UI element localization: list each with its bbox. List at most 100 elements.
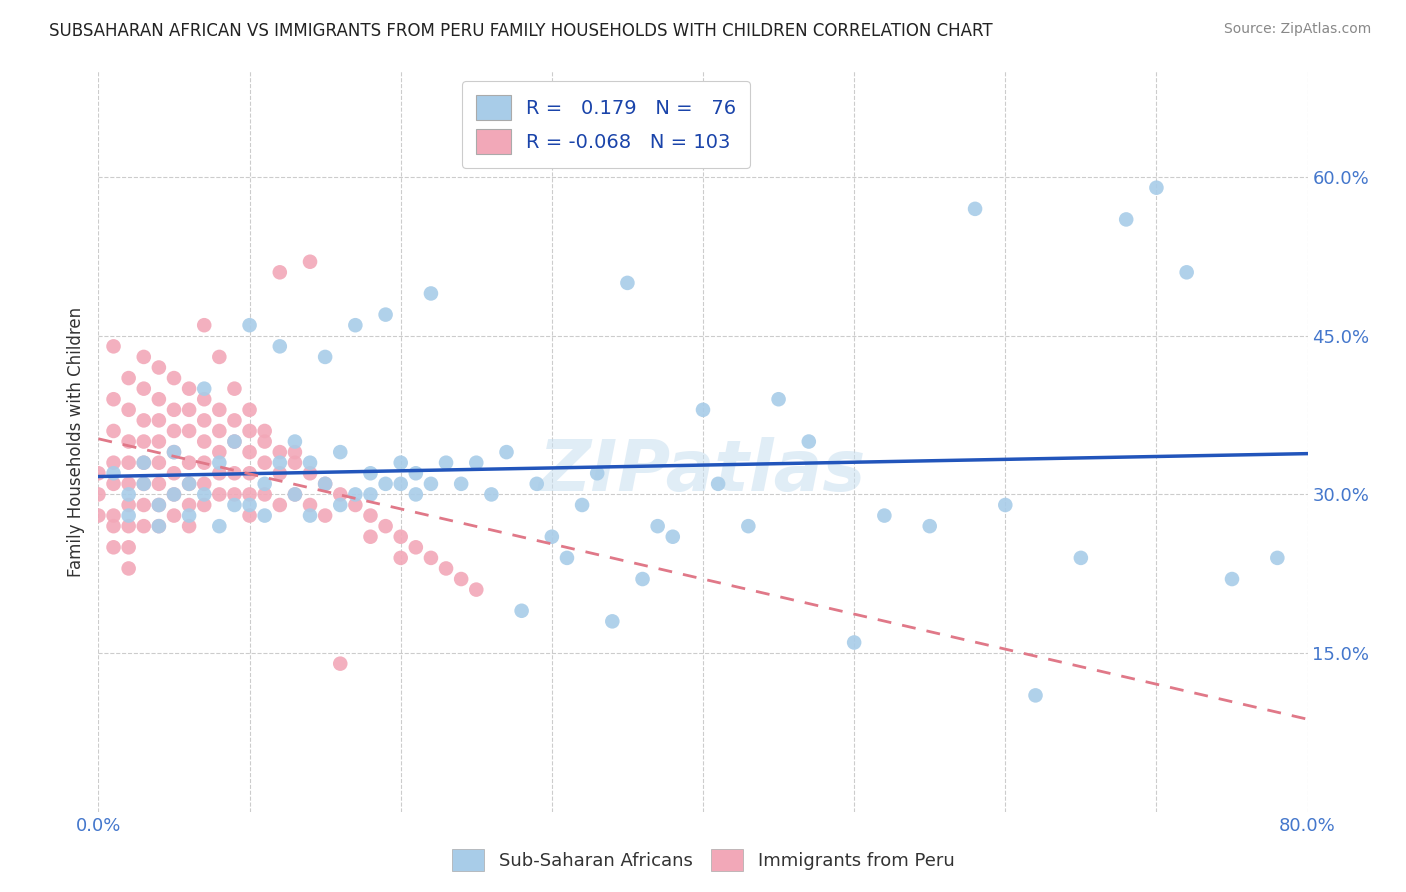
Point [994,498,1017,512]
Point [208,402,231,417]
Point [405,487,427,501]
Point [269,445,291,459]
Point [918,519,941,533]
Point [118,561,141,575]
Point [602,615,624,629]
Point [360,508,382,523]
Point [269,339,291,353]
Legend: R =   0.179   N =   76, R = -0.068   N = 103: R = 0.179 N = 76, R = -0.068 N = 103 [463,81,751,168]
Point [118,541,141,555]
Point [118,456,141,470]
Point [132,498,155,512]
Point [269,498,291,512]
Point [103,476,125,491]
Point [239,498,262,512]
Point [224,413,246,427]
Point [132,350,155,364]
Point [179,456,201,470]
Point [193,476,215,491]
Point [360,467,382,481]
Point [389,550,412,565]
Point [1220,572,1243,586]
Point [1175,265,1198,279]
Point [314,350,336,364]
Point [179,476,201,491]
Point [148,519,170,533]
Point [148,519,170,533]
Point [239,318,262,333]
Point [239,402,262,417]
Point [314,508,336,523]
Point [465,456,488,470]
Point [208,519,231,533]
Point [329,445,352,459]
Point [163,402,186,417]
Point [208,445,231,459]
Point [239,467,262,481]
Point [103,519,125,533]
Point [103,339,125,353]
Point [965,202,987,216]
Point [163,424,186,438]
Point [1144,180,1167,194]
Point [179,402,201,417]
Point [193,382,215,396]
Point [224,467,246,481]
Point [481,487,503,501]
Point [148,434,170,449]
Point [148,498,170,512]
Point [148,413,170,427]
Point [510,604,533,618]
Point [208,456,231,470]
Point [179,424,201,438]
Point [253,487,276,501]
Point [132,382,155,396]
Point [132,519,155,533]
Point [314,476,336,491]
Point [360,530,382,544]
Point [132,476,155,491]
Point [844,635,866,649]
Point [239,508,262,523]
Point [148,392,170,407]
Point [179,519,201,533]
Point [299,456,322,470]
Point [420,286,443,301]
Point [118,402,141,417]
Point [118,476,141,491]
Point [344,498,367,512]
Point [873,508,896,523]
Point [360,487,382,501]
Point [193,456,215,470]
Point [253,476,276,491]
Point [1024,689,1046,703]
Point [103,392,125,407]
Point [329,487,352,501]
Point [299,467,322,481]
Point [405,467,427,481]
Text: Source: ZipAtlas.com: Source: ZipAtlas.com [1223,22,1371,37]
Point [132,434,155,449]
Point [269,467,291,481]
Point [163,508,186,523]
Point [224,498,246,512]
Point [163,487,186,501]
Point [586,467,609,481]
Point [707,476,730,491]
Point [389,476,412,491]
Point [450,476,472,491]
Point [239,487,262,501]
Point [647,519,669,533]
Point [284,456,307,470]
Point [374,308,396,322]
Point [103,508,125,523]
Point [208,467,231,481]
Point [148,456,170,470]
Point [284,487,307,501]
Point [132,476,155,491]
Point [103,424,125,438]
Point [179,476,201,491]
Point [284,487,307,501]
Point [163,445,186,459]
Point [148,476,170,491]
